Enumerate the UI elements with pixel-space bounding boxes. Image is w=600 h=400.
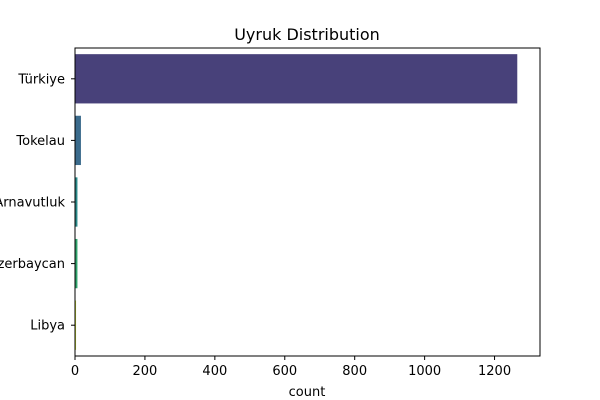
x-tick-label-6: 1200 (478, 364, 511, 379)
x-tick-label-3: 600 (272, 364, 297, 379)
bar-4 (75, 300, 77, 350)
y-tick-label-0: Türkiye (17, 72, 65, 87)
y-tick-label-3: Azerbaycan (0, 257, 65, 272)
x-tick-label-4: 800 (342, 364, 367, 379)
y-axis-ticks: Türkiye Tokelau Arnavutluk Azerbaycan Libya (0, 72, 75, 334)
y-tick-label-4: Libya (30, 319, 65, 334)
bar-2 (75, 177, 78, 227)
x-tick-label-0: 0 (71, 364, 79, 379)
x-tick-label-2: 400 (202, 364, 227, 379)
bar-0 (75, 54, 518, 104)
x-tick-label-5: 1000 (408, 364, 441, 379)
x-tick-label-1: 200 (133, 364, 158, 379)
y-tick-label-1: Tokelau (15, 134, 65, 149)
plot-frame (74, 47, 541, 357)
bars-group (75, 54, 518, 350)
bar-1 (75, 115, 81, 166)
x-axis-ticks: 0 200 400 600 800 1000 1200 (71, 356, 511, 379)
bar-3 (75, 238, 78, 289)
x-axis-label: count (289, 385, 326, 400)
y-tick-label-2: Arnavutluk (0, 196, 65, 211)
chart-title: Uyruk Distribution (234, 25, 380, 44)
